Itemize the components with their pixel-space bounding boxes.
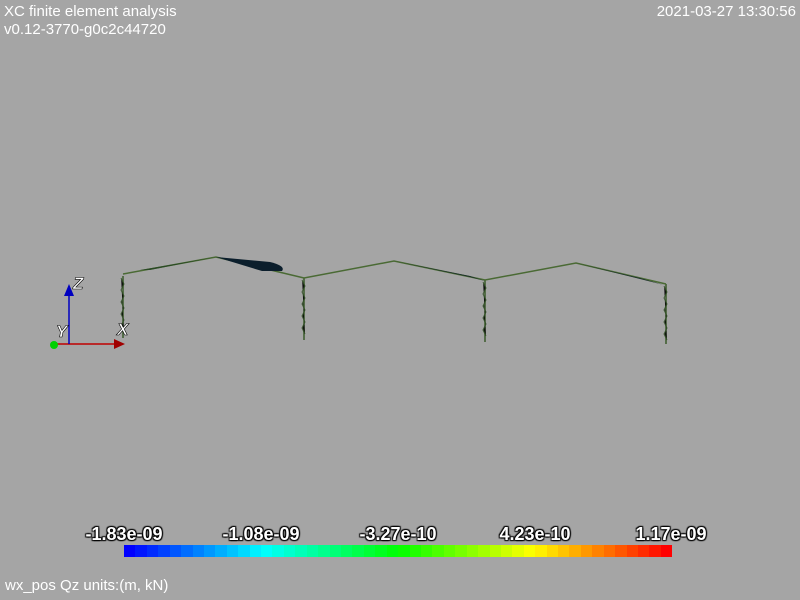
- colorbar-segment: [352, 545, 364, 557]
- colorbar-segment: [603, 545, 616, 557]
- colorbar-segment: [592, 545, 604, 557]
- colorbar-segment: [181, 545, 193, 557]
- colorbar-segment: [420, 545, 433, 557]
- colorbar-segment: [626, 545, 638, 557]
- colorbar-segment: [249, 545, 262, 557]
- structure-frame: [122, 256, 667, 344]
- colorbar-segment: [455, 545, 467, 557]
- colorbar-segment: [409, 545, 421, 557]
- moment-diagram-fill: [216, 257, 283, 271]
- colorbar-tick-4: 4.23e-10: [499, 524, 571, 544]
- z-axis-label: Z: [72, 274, 84, 293]
- colorbar-segment: [169, 545, 182, 557]
- colorbar-segment: [466, 545, 479, 557]
- colorbar-segment: [341, 545, 353, 557]
- colorbar-segment: [637, 545, 650, 557]
- colorbar-segment: [569, 545, 581, 557]
- colorbar-segment: [215, 545, 227, 557]
- timestamp-label: 2021-03-27 13:30:56: [656, 3, 796, 20]
- x-axis-label: X: [116, 320, 130, 339]
- colorbar-segment: [512, 545, 524, 557]
- colorbar-segment: [523, 545, 536, 557]
- colorbar-segment: [295, 545, 307, 557]
- colorbar-segment: [649, 545, 661, 557]
- axes-widget: Z Y X: [50, 274, 130, 349]
- colorbar-tick-3: -3.27e-10: [359, 524, 437, 544]
- colorbar-segment: [238, 545, 250, 557]
- colorbar-segment: [535, 545, 547, 557]
- version-label: v0.12-3770-g0c2c44720: [4, 21, 166, 38]
- colorbar-segment: [580, 545, 593, 557]
- colorbar-segment: [363, 545, 376, 557]
- colorbar-segment: [158, 545, 170, 557]
- colorbar-segment: [375, 545, 387, 557]
- colorbar-segment: [615, 545, 627, 557]
- y-axis-dot: [50, 341, 58, 349]
- colorbar-segment: [226, 545, 239, 557]
- colorbar-segment: [478, 545, 490, 557]
- moment-diagram-strip-2: [576, 263, 664, 285]
- colorbar-segment: [261, 545, 273, 557]
- colorbar-segment: [306, 545, 319, 557]
- app-title: XC finite element analysis: [4, 3, 177, 20]
- column-diagram-marks: [120, 277, 668, 341]
- colorbar-segment: [386, 545, 399, 557]
- z-axis-arrow: [64, 284, 74, 296]
- colorbar-segment: [500, 545, 513, 557]
- colorbar-segment: [546, 545, 559, 557]
- colorbar-segment: [660, 545, 673, 557]
- roof-line: [122, 256, 667, 285]
- colorbar-tick-1: -1.83e-09: [85, 524, 163, 544]
- moment-diagram: [140, 257, 664, 285]
- colorbar-segment: [318, 545, 330, 557]
- moment-diagram-strip-3: [140, 257, 216, 270]
- x-axis-arrow: [114, 339, 125, 349]
- colorbar-tick-5: 1.17e-09: [635, 524, 707, 544]
- colorbar-segment: [443, 545, 456, 557]
- colorbar-segment: [203, 545, 216, 557]
- colorbar-segment: [283, 545, 296, 557]
- colorbar-segment: [489, 545, 501, 557]
- y-axis-label: Y: [56, 322, 69, 341]
- colorbar-segment: [192, 545, 204, 557]
- result-caption: wx_pos Qz units:(m, kN): [5, 577, 169, 594]
- colorbar-segment: [124, 545, 136, 557]
- colorbar-segment: [558, 545, 570, 557]
- colorbar-segment: [432, 545, 444, 557]
- colorbar-segment: [272, 545, 284, 557]
- colorbar-segment: [398, 545, 410, 557]
- colorbar-tick-2: -1.08e-09: [222, 524, 300, 544]
- colorbar-segment: [135, 545, 147, 557]
- colorbar-segment: [146, 545, 159, 557]
- color-scale-bar: [124, 545, 673, 557]
- colorbar-segment: [329, 545, 342, 557]
